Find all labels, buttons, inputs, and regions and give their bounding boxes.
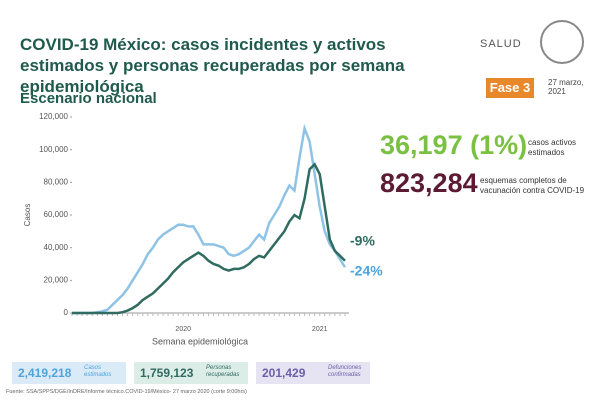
- summary-box: [256, 362, 370, 384]
- phase-badge: Fase 3: [486, 78, 534, 98]
- stat-value: 36,197 (1%): [380, 130, 528, 160]
- subtitle: Escenario nacional: [20, 90, 157, 107]
- series-line: [72, 123, 347, 315]
- y-tick-label: 80,000: [44, 177, 69, 186]
- logo: SALUD: [480, 38, 522, 50]
- title: COVID-19 México: casos incidentes y acti…: [20, 35, 405, 96]
- series-line: [72, 162, 346, 315]
- summary-label: Defunciones confirmadas: [328, 365, 362, 378]
- x-axis-label: Semana epidemiológica: [152, 336, 248, 346]
- y-tick-label: 20,000: [44, 275, 69, 284]
- y-tick-label: 0: [64, 308, 69, 317]
- y-tick-label: 100,000: [39, 145, 68, 154]
- summary-label: Personas recuperadas: [206, 365, 240, 378]
- x-tick-label: 2020: [175, 326, 191, 333]
- x-tick-label: 2021: [312, 326, 328, 333]
- summary-value: 1,759,123: [140, 366, 194, 380]
- summary-box: [134, 362, 248, 384]
- date: 27 marzo, 2021: [548, 78, 584, 96]
- stat-label: esquemas completos de vacunación contra …: [480, 176, 585, 195]
- annotation: -24%: [350, 263, 383, 279]
- emblem: [540, 20, 584, 64]
- stat-value: 823,284: [380, 168, 478, 198]
- y-tick-label: 120,000: [39, 112, 68, 121]
- summary-label: Casos estimados: [84, 365, 112, 378]
- summary-value: 2,419,218: [18, 366, 72, 380]
- y-tick-label: 60,000: [44, 210, 69, 219]
- y-tick-label: 40,000: [44, 243, 69, 252]
- stat-label: casos activos estimados: [528, 138, 577, 157]
- y-axis-label: Casos: [23, 204, 32, 227]
- annotation: -9%: [350, 233, 375, 249]
- summary-value: 201,429: [262, 366, 306, 380]
- footer: Fuente: SSA/SPPS/DGE/InDRE/Informe técni…: [6, 389, 247, 395]
- summary-box: [12, 362, 126, 384]
